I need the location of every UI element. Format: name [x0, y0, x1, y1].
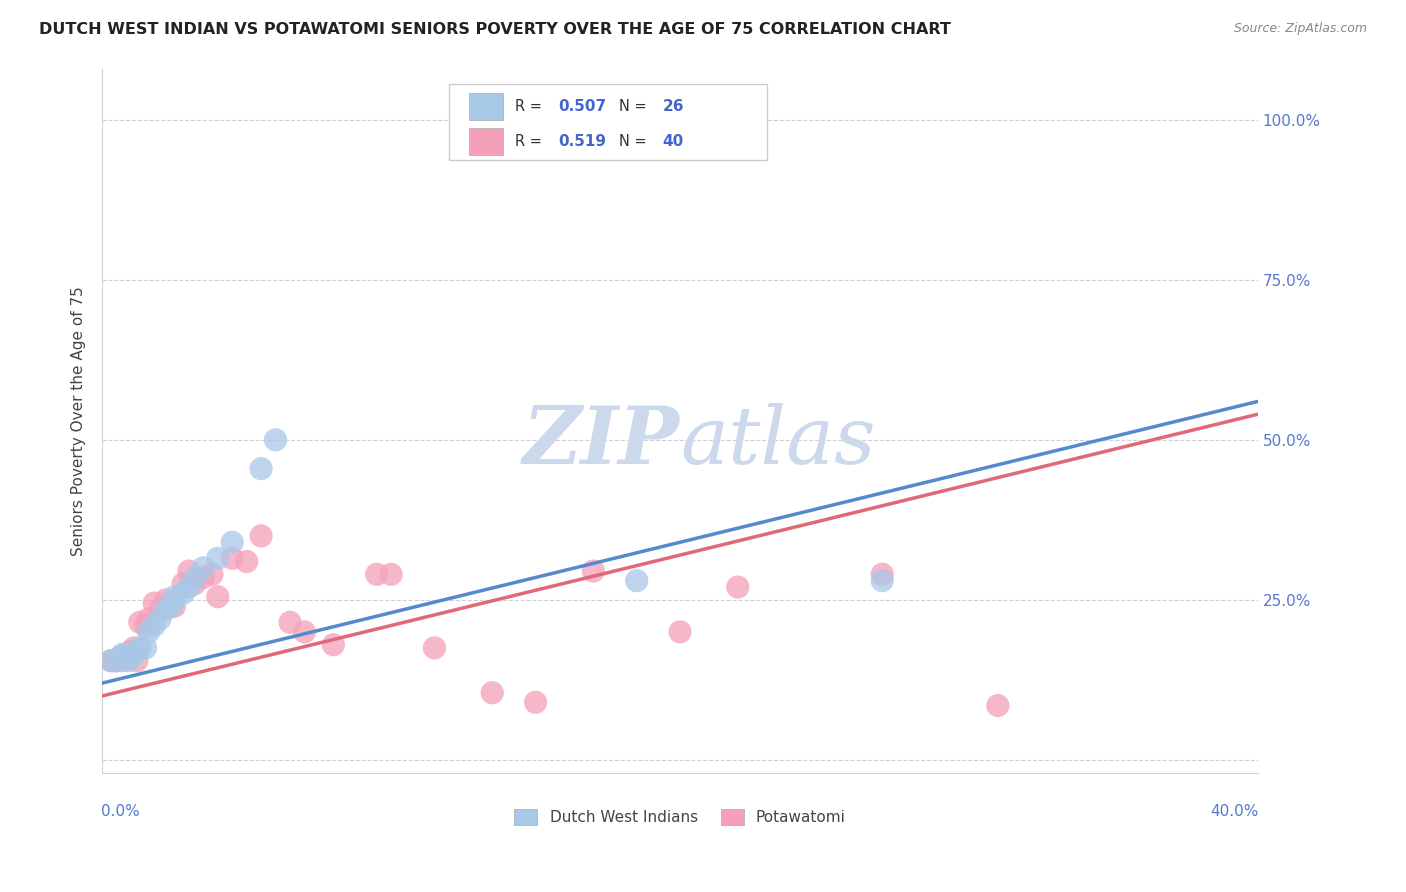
Point: [183, 577, 205, 591]
Point: [163, 590, 186, 604]
Point: [128, 615, 150, 630]
Point: [105, 654, 128, 668]
Point: [193, 561, 215, 575]
Point: [103, 654, 125, 668]
Point: [114, 650, 136, 665]
Point: [380, 567, 402, 582]
Point: [322, 638, 344, 652]
Point: [135, 618, 157, 632]
Point: [870, 574, 893, 588]
Text: ZIP: ZIP: [523, 403, 681, 481]
FancyBboxPatch shape: [468, 128, 503, 154]
Point: [207, 590, 229, 604]
Text: 0.0%: 0.0%: [101, 805, 139, 820]
Point: [172, 586, 194, 600]
Point: [250, 461, 273, 475]
Point: [727, 580, 749, 594]
Point: [177, 580, 200, 594]
Point: [366, 567, 388, 582]
Point: [149, 612, 172, 626]
Point: [111, 654, 134, 668]
Point: [201, 567, 224, 582]
Text: 40: 40: [662, 134, 683, 149]
Text: Source: ZipAtlas.com: Source: ZipAtlas.com: [1233, 22, 1367, 36]
FancyBboxPatch shape: [468, 94, 503, 120]
Point: [117, 654, 139, 668]
Text: 0.507: 0.507: [558, 99, 607, 114]
Point: [128, 640, 150, 655]
Point: [183, 570, 205, 584]
Point: [155, 593, 177, 607]
Point: [626, 574, 648, 588]
Point: [120, 650, 142, 665]
Point: [125, 654, 148, 668]
Text: 0.519: 0.519: [558, 134, 606, 149]
Point: [163, 599, 186, 614]
Point: [122, 648, 145, 662]
Point: [177, 564, 200, 578]
Point: [235, 554, 257, 568]
Point: [120, 644, 142, 658]
Point: [221, 535, 243, 549]
Point: [481, 686, 503, 700]
Point: [264, 433, 287, 447]
Point: [524, 695, 547, 709]
Text: R =: R =: [515, 99, 547, 114]
FancyBboxPatch shape: [449, 84, 766, 160]
Point: [870, 567, 893, 582]
Point: [669, 624, 692, 639]
Point: [582, 564, 605, 578]
Point: [193, 570, 215, 584]
Text: DUTCH WEST INDIAN VS POTAWATOMI SENIORS POVERTY OVER THE AGE OF 75 CORRELATION C: DUTCH WEST INDIAN VS POTAWATOMI SENIORS …: [39, 22, 952, 37]
Point: [143, 596, 166, 610]
Text: R =: R =: [515, 134, 547, 149]
Point: [122, 640, 145, 655]
Point: [987, 698, 1010, 713]
Point: [149, 602, 172, 616]
Point: [135, 640, 157, 655]
Y-axis label: Seniors Poverty Over the Age of 75: Seniors Poverty Over the Age of 75: [72, 285, 86, 556]
Point: [250, 529, 273, 543]
Point: [138, 624, 160, 639]
Text: N =: N =: [619, 134, 651, 149]
Point: [155, 602, 177, 616]
Point: [423, 640, 446, 655]
Point: [100, 654, 122, 668]
Point: [108, 650, 131, 665]
Point: [117, 648, 139, 662]
Point: [114, 648, 136, 662]
Text: N =: N =: [619, 99, 651, 114]
Point: [160, 599, 183, 614]
Legend: Dutch West Indians, Potawatomi: Dutch West Indians, Potawatomi: [515, 809, 845, 825]
Point: [143, 618, 166, 632]
Point: [294, 624, 316, 639]
Point: [221, 551, 243, 566]
Point: [172, 577, 194, 591]
Text: 40.0%: 40.0%: [1211, 805, 1258, 820]
Point: [207, 551, 229, 566]
Point: [105, 654, 128, 668]
Point: [111, 648, 134, 662]
Point: [100, 654, 122, 668]
Text: atlas: atlas: [681, 403, 876, 481]
Point: [138, 612, 160, 626]
Point: [125, 644, 148, 658]
Point: [278, 615, 301, 630]
Text: 26: 26: [662, 99, 685, 114]
